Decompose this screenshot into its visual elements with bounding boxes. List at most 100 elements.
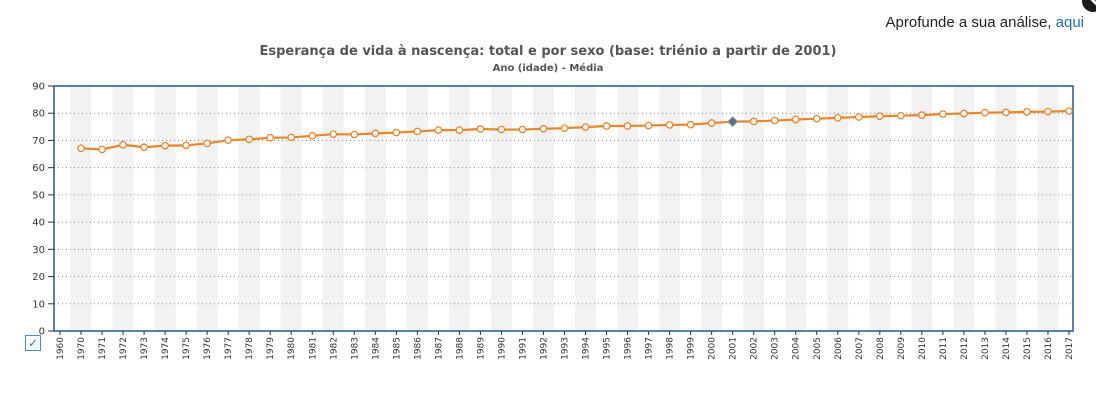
x-tick-label: 2004 (792, 337, 802, 360)
x-tick-label: 1978 (245, 337, 255, 360)
x-tick-label: 2001 (729, 337, 739, 360)
data-point (749, 117, 758, 126)
background-band (743, 86, 765, 331)
x-tick-label: 2014 (1002, 337, 1012, 360)
data-point (182, 141, 190, 150)
background-band (995, 86, 1017, 331)
background-band (322, 86, 344, 331)
data-point (644, 121, 653, 130)
check-icon[interactable]: ✓ (25, 335, 41, 351)
background-bands (70, 86, 1059, 331)
chart-title: Esperança de vida à nascença: total e po… (259, 44, 837, 59)
x-tick-label: 2009 (897, 337, 907, 360)
x-tick-label: 2006 (834, 337, 844, 360)
x-tick-label: 1980 (287, 337, 297, 360)
data-point (329, 130, 338, 139)
data-point (98, 145, 106, 154)
data-point (1023, 108, 1031, 116)
background-band (659, 86, 681, 331)
background-band (869, 86, 891, 331)
x-axis: 1960 1970 1971 1972 1973 1974 1975 1976 1977 1978… (56, 331, 1075, 360)
x-tick-label: 1977 (224, 337, 234, 360)
x-tick-label: 1986 (413, 337, 423, 360)
data-point (392, 128, 401, 137)
x-tick-label: 1972 (119, 337, 129, 360)
x-tick-label: 1997 (645, 337, 655, 360)
x-tick-label: 1995 (603, 337, 613, 360)
data-point (350, 130, 359, 139)
data-point (308, 131, 317, 140)
x-tick-label: 2000 (708, 337, 718, 360)
data-point (581, 123, 590, 131)
data-point (224, 136, 233, 145)
data-point (960, 109, 968, 118)
data-point (875, 112, 884, 121)
background-band (785, 86, 807, 331)
x-tick-label: 2002 (750, 337, 760, 360)
highlighted-point (726, 115, 739, 128)
x-tick-label: 2008 (876, 337, 886, 360)
x-tick-label: 2010 (918, 337, 928, 360)
x-tick-label: 1993 (561, 337, 571, 360)
x-tick-label: 1973 (140, 337, 150, 360)
data-point (77, 144, 85, 153)
data-point (918, 111, 926, 119)
close-icon[interactable] (1082, 0, 1096, 12)
x-tick-label: 2012 (960, 337, 970, 360)
data-point (161, 141, 169, 150)
x-tick-label: 1991 (518, 337, 528, 360)
data-point (1044, 107, 1052, 116)
background-band (280, 86, 302, 331)
data-point (434, 126, 443, 134)
data-point (203, 139, 211, 148)
y-tick-label: 60 (32, 163, 45, 174)
x-tick-label: 1979 (266, 337, 276, 360)
x-tick-label: 1992 (539, 337, 549, 360)
y-tick-label: 80 (32, 109, 45, 120)
deep-analysis-prefix: Aprofunde a sua análise, (885, 14, 1056, 31)
y-axis: 0 10 20 30 40 50 60 70 80 90 (32, 82, 54, 338)
y-tick-label: 40 (32, 218, 45, 229)
x-tick-label: 1983 (350, 337, 360, 360)
background-band (532, 86, 554, 331)
background-band (238, 86, 260, 331)
background-band (617, 86, 639, 331)
background-band (953, 86, 975, 331)
background-band (1037, 86, 1059, 331)
background-band (364, 86, 386, 331)
y-tick-label: 30 (32, 245, 45, 256)
x-tick-label: 1970 (77, 337, 87, 360)
background-band (70, 86, 92, 331)
x-tick-label: 1990 (497, 337, 507, 360)
deep-analysis-link[interactable]: aqui (1055, 14, 1084, 31)
data-point (1065, 107, 1073, 115)
data-point (896, 111, 905, 120)
x-tick-label: 1971 (98, 337, 108, 360)
data-point (791, 115, 800, 124)
x-tick-label: 1985 (392, 337, 402, 360)
x-tick-label: 1999 (687, 337, 697, 360)
data-point (287, 133, 296, 142)
background-band (911, 86, 933, 331)
data-point (602, 122, 611, 130)
y-tick-label: 90 (32, 82, 45, 93)
x-tick-label: 1976 (203, 337, 213, 360)
data-point (854, 113, 863, 121)
x-tick-label: 1982 (329, 337, 339, 360)
x-tick-label: 2003 (771, 337, 781, 360)
data-point (707, 119, 716, 127)
x-tick-label: 1960 (56, 337, 66, 360)
background-band (827, 86, 849, 331)
x-tick-label: 2017 (1065, 337, 1075, 360)
background-band (112, 86, 134, 331)
x-tick-label: 2013 (981, 337, 991, 360)
data-point (939, 110, 947, 118)
data-point (497, 125, 506, 134)
x-tick-label: 1981 (308, 337, 318, 360)
data-point (119, 140, 127, 149)
x-tick-label: 2007 (855, 337, 865, 360)
data-point (476, 125, 485, 133)
data-point (140, 143, 148, 152)
background-band (448, 86, 470, 331)
